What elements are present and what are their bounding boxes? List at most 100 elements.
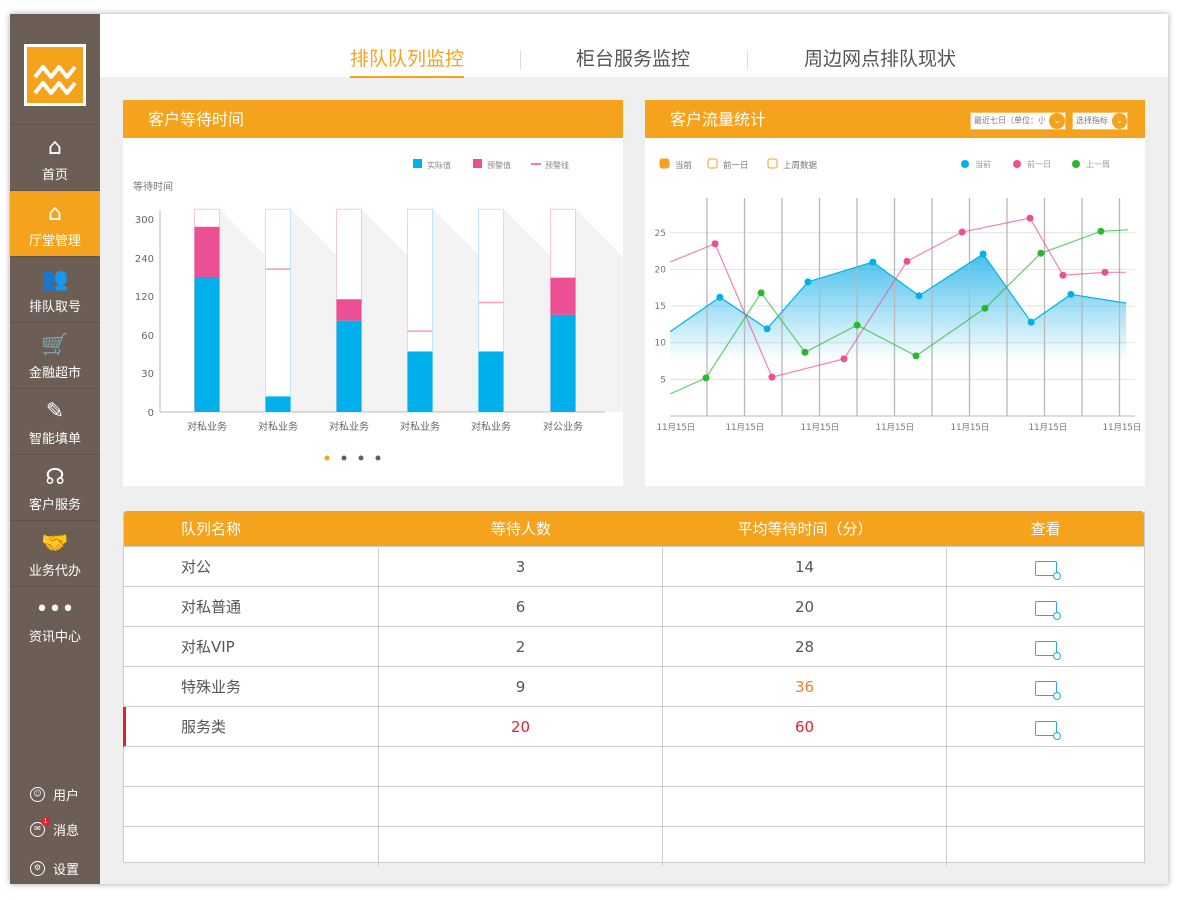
metric-select[interactable]: 选择指标 ⌄: [1072, 112, 1128, 130]
sidebar-item[interactable]: 🛒 金融超市: [10, 322, 100, 388]
tab-counter-monitor[interactable]: 柜台服务监控: [575, 48, 691, 70]
wait-time-panel: 客户等待时间 0 30 60 120 240 300 等待时间 对私业务 对私业务 对私业务 对私业…: [123, 100, 647, 486]
data-point: [1026, 214, 1034, 222]
data-point: [840, 355, 848, 363]
sidebar-item[interactable]: ⌂ 厅堂管理: [10, 190, 100, 256]
sidebar-item-label: 厅堂管理: [28, 234, 81, 249]
pager-dot: [375, 455, 381, 461]
bar-actual: [265, 396, 291, 412]
legend-label: 上一周: [1086, 160, 1110, 169]
waiting-count: 3: [379, 547, 663, 586]
view-details-icon[interactable]: [1034, 681, 1061, 700]
data-point: [853, 321, 861, 329]
bar-shadow: [576, 209, 647, 412]
view-details-icon[interactable]: [1034, 561, 1061, 580]
view-cell: [947, 707, 1144, 746]
view-cell: [947, 627, 1144, 666]
bar-actual: [407, 351, 433, 412]
tab-nearby-branches[interactable]: 周边网点排队现状: [803, 48, 957, 70]
y-axis-label: 等待时间: [133, 180, 173, 193]
y-tick-label: 5: [660, 375, 666, 385]
metric-select-value: 选择指标: [1076, 116, 1108, 125]
y-tick-label: 120: [135, 292, 154, 303]
series-line: [669, 217, 1126, 378]
headset-icon: ☊: [45, 465, 65, 490]
table-row: 服务类 20 60: [123, 706, 1144, 747]
sidebar-item[interactable]: ⌂ 首页: [10, 124, 100, 190]
x-tick-label: 11月15日: [1029, 423, 1068, 433]
data-point: [763, 325, 771, 333]
sidebar-settings[interactable]: ⚙ 设置: [30, 859, 79, 878]
sidebar: ⌂ 首页 ⌂ 厅堂管理 👥 排队取号 🛒 金融超市 ✎ 智能填单 ☊ 客户服务 🤝 业务代办 ••• 资讯中心…: [10, 14, 100, 884]
current-area: [670, 254, 1126, 380]
data-point: [702, 374, 710, 382]
flow-panel: 客户流量统计 最近七日（单位：小时）⌄ 选择指标⌄ 51015202511月15…: [645, 100, 1145, 486]
table-row: 对公 3 14: [124, 546, 1144, 586]
y-tick-label: 15: [655, 302, 666, 312]
tab-divider: [747, 50, 748, 70]
home-icon: ⌂: [48, 135, 62, 160]
range-select-value: 最近七日（单位：小时）: [974, 116, 1046, 125]
data-point: [903, 257, 911, 265]
x-tick-label: 对公业务: [543, 420, 583, 433]
view-cell: [947, 667, 1144, 706]
chevron-down-icon: ⌄: [1112, 113, 1127, 129]
sidebar-item[interactable]: 👥 排队取号: [10, 256, 100, 322]
sidebar-item[interactable]: ••• 资讯中心: [10, 586, 100, 652]
alert-marker: [123, 707, 126, 747]
app-window: ⌂ 首页 ⌂ 厅堂管理 👥 排队取号 🛒 金融超市 ✎ 智能填单 ☊ 客户服务 🤝 业务代办 ••• 资讯中心…: [10, 14, 1168, 884]
panel-title: 客户流量统计 最近七日（单位：小时）⌄ 选择指标 ⌄: [645, 100, 1145, 138]
sidebar-messages[interactable]: ✉ 1 消息: [30, 817, 79, 839]
bar-warning: [550, 277, 576, 315]
bar-capacity: [265, 208, 291, 413]
sidebar-item-label: 业务代办: [28, 564, 81, 579]
waiting-count: 2: [379, 627, 663, 666]
header-avg-wait: 平均等待时间（分）: [737, 520, 873, 538]
y-tick-label: 20: [655, 265, 667, 275]
flow-title: 客户流量统计: [670, 110, 767, 129]
legend-label: 实际值: [427, 160, 451, 170]
empty-row: [124, 746, 1144, 786]
table-row: 对私普通 6 20: [124, 586, 1144, 626]
x-tick-label: 11月15日: [1103, 423, 1142, 433]
pager-dot: [341, 455, 347, 461]
avg-wait: 36: [663, 667, 947, 706]
sidebar-item[interactable]: ☊ 客户服务: [10, 454, 100, 520]
x-tick-label: 11月15日: [726, 423, 765, 433]
y-tick-label: 300: [135, 215, 154, 226]
queue-name: 特殊业务: [124, 667, 379, 706]
waiting-count: 6: [379, 587, 663, 626]
tab-queue-monitor[interactable]: 排队队列监控: [349, 44, 465, 78]
range-select[interactable]: 最近七日（单位：小时）⌄: [970, 112, 1066, 130]
data-point: [801, 348, 809, 356]
x-tick-label: 11月15日: [876, 423, 915, 433]
checkbox-label: 当前: [675, 160, 693, 171]
sidebar-item-label: 排队取号: [28, 300, 81, 315]
mail-icon: ✉ 1: [30, 817, 50, 837]
table-row: 特殊业务 9 36: [124, 666, 1144, 706]
y-tick-label: 25: [655, 229, 666, 239]
bar-warning: [194, 226, 220, 277]
bar-actual: [194, 277, 220, 412]
bar-actual: [550, 314, 576, 412]
sidebar-user[interactable]: ☺ 用户: [30, 785, 79, 804]
x-tick-label: 11月15日: [657, 423, 696, 433]
view-details-icon[interactable]: [1034, 601, 1061, 620]
sidebar-item[interactable]: 🤝 业务代办: [10, 520, 100, 586]
queue-name: 对私VIP: [124, 627, 379, 666]
avg-wait: 60: [663, 707, 947, 746]
panel-title: 客户等待时间: [123, 100, 623, 138]
y-tick-label: 240: [135, 254, 154, 265]
queue-name: 对私普通: [124, 587, 379, 626]
y-tick-label: 60: [141, 331, 154, 342]
hand-house-icon: ⌂: [48, 201, 62, 226]
table-header: 队列名称 等待人数 平均等待时间（分） 查看: [124, 511, 1144, 546]
chat-icon: •••: [35, 597, 75, 622]
x-tick-label: 对私业务: [471, 420, 511, 433]
data-point: [757, 289, 765, 297]
view-details-icon[interactable]: [1034, 641, 1061, 660]
waiting-count: 20: [379, 707, 663, 746]
legend-label: 当前: [975, 159, 991, 169]
sidebar-item[interactable]: ✎ 智能填单: [10, 388, 100, 454]
view-details-icon[interactable]: [1034, 721, 1061, 740]
